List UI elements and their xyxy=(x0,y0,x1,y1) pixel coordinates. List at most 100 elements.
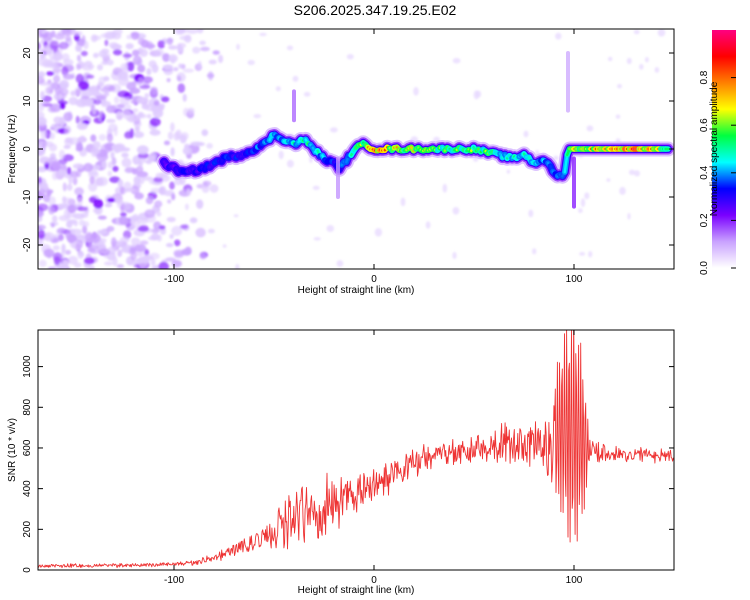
noise-blob xyxy=(626,57,632,65)
noise-blob xyxy=(106,197,115,203)
noise-blob xyxy=(180,132,189,140)
noise-blob xyxy=(202,180,212,187)
noise-blob xyxy=(73,31,83,36)
noise-blob xyxy=(278,150,284,160)
noise-blob xyxy=(206,143,213,149)
noise-blob xyxy=(38,76,45,85)
noise-blob xyxy=(97,241,106,250)
noise-blob xyxy=(162,53,171,62)
noise-blob xyxy=(46,71,55,76)
x-tick-label: -100 xyxy=(164,274,184,285)
noise-blob xyxy=(76,54,82,62)
noise-blob xyxy=(184,203,189,211)
noise-blob xyxy=(76,122,88,130)
noise-blob xyxy=(149,153,156,159)
noise-blob xyxy=(92,208,101,214)
colorbar-tick-label: 0.2 xyxy=(699,213,710,227)
noise-blob xyxy=(82,66,94,71)
noise-blob xyxy=(108,123,118,132)
noise-blob xyxy=(58,41,69,50)
noise-blob xyxy=(110,151,115,159)
noise-blob xyxy=(62,73,75,80)
noise-blob xyxy=(176,75,182,82)
noise-blob xyxy=(75,115,80,124)
noise-blob xyxy=(73,220,79,227)
noise-blob xyxy=(117,103,125,108)
noise-blob xyxy=(199,252,207,260)
noise-blob xyxy=(95,177,104,187)
noise-blob xyxy=(145,196,154,205)
noise-blob xyxy=(132,155,141,165)
noise-blob xyxy=(235,263,240,269)
noise-blob xyxy=(150,105,160,113)
noise-blob xyxy=(218,54,224,64)
noise-blob xyxy=(103,76,110,82)
noise-blob xyxy=(374,228,383,237)
noise-blob xyxy=(98,111,104,119)
noise-blob xyxy=(192,46,201,54)
noise-blob xyxy=(292,75,299,82)
noise-blob xyxy=(89,176,95,185)
noise-blob xyxy=(233,214,239,218)
noise-blob xyxy=(154,48,165,57)
noise-blob xyxy=(48,143,58,152)
spectrogram-plot-area xyxy=(38,29,674,269)
noise-blob xyxy=(179,224,189,230)
noise-blob xyxy=(170,147,175,157)
noise-blob xyxy=(452,251,457,260)
noise-blob xyxy=(207,228,215,234)
noise-blob xyxy=(142,76,153,84)
y-tick-label: -10 xyxy=(22,189,33,204)
y-tick-label: 1000 xyxy=(22,355,33,378)
noise-blob xyxy=(118,215,128,226)
noise-blob xyxy=(130,237,141,246)
noise-blob xyxy=(136,145,149,155)
y-tick-label: 0 xyxy=(22,146,33,152)
noise-blob xyxy=(146,68,152,76)
spectrogram-y-axis: -20 -10 0 10 20 xyxy=(22,47,674,252)
noise-blob xyxy=(49,64,60,69)
noise-blob xyxy=(142,176,154,181)
noise-blob xyxy=(555,32,562,40)
noise-blob xyxy=(64,127,69,135)
noise-blob xyxy=(141,103,150,110)
noise-blob xyxy=(130,185,140,195)
noise-blob xyxy=(144,249,150,257)
noise-blob xyxy=(161,96,170,103)
noise-blob xyxy=(83,257,95,265)
noise-blob xyxy=(154,200,163,208)
noise-blob xyxy=(62,182,67,192)
noise-blob xyxy=(93,99,102,105)
noise-blob xyxy=(52,67,62,73)
noise-blob xyxy=(236,43,240,51)
snr-frame xyxy=(37,329,675,571)
noise-blob xyxy=(75,73,85,84)
noise-blob xyxy=(97,64,103,71)
noise-blob xyxy=(104,203,113,208)
noise-blob xyxy=(186,188,191,195)
y-tick-label: 0 xyxy=(22,567,33,573)
noise-blob xyxy=(639,63,644,70)
noise-blob xyxy=(532,248,537,255)
noise-blob xyxy=(108,42,119,49)
noise-blob xyxy=(153,176,163,183)
noise-blob xyxy=(657,29,666,37)
noise-blob xyxy=(166,78,171,83)
noise-blob xyxy=(107,161,114,169)
noise-blob xyxy=(425,221,431,229)
noise-blob xyxy=(133,131,145,138)
noise-blob xyxy=(580,198,586,208)
noise-blob xyxy=(38,237,43,246)
noise-blob xyxy=(586,125,594,132)
noise-blob xyxy=(77,196,83,207)
noise-blob xyxy=(38,190,45,198)
noise-blob xyxy=(54,33,65,40)
noise-blob xyxy=(118,76,129,86)
x-tick-label: 100 xyxy=(566,575,583,586)
noise-blob xyxy=(206,73,215,79)
noise-blob xyxy=(112,49,123,56)
y-tick-label: 400 xyxy=(22,480,33,497)
noise-blob xyxy=(178,63,183,69)
